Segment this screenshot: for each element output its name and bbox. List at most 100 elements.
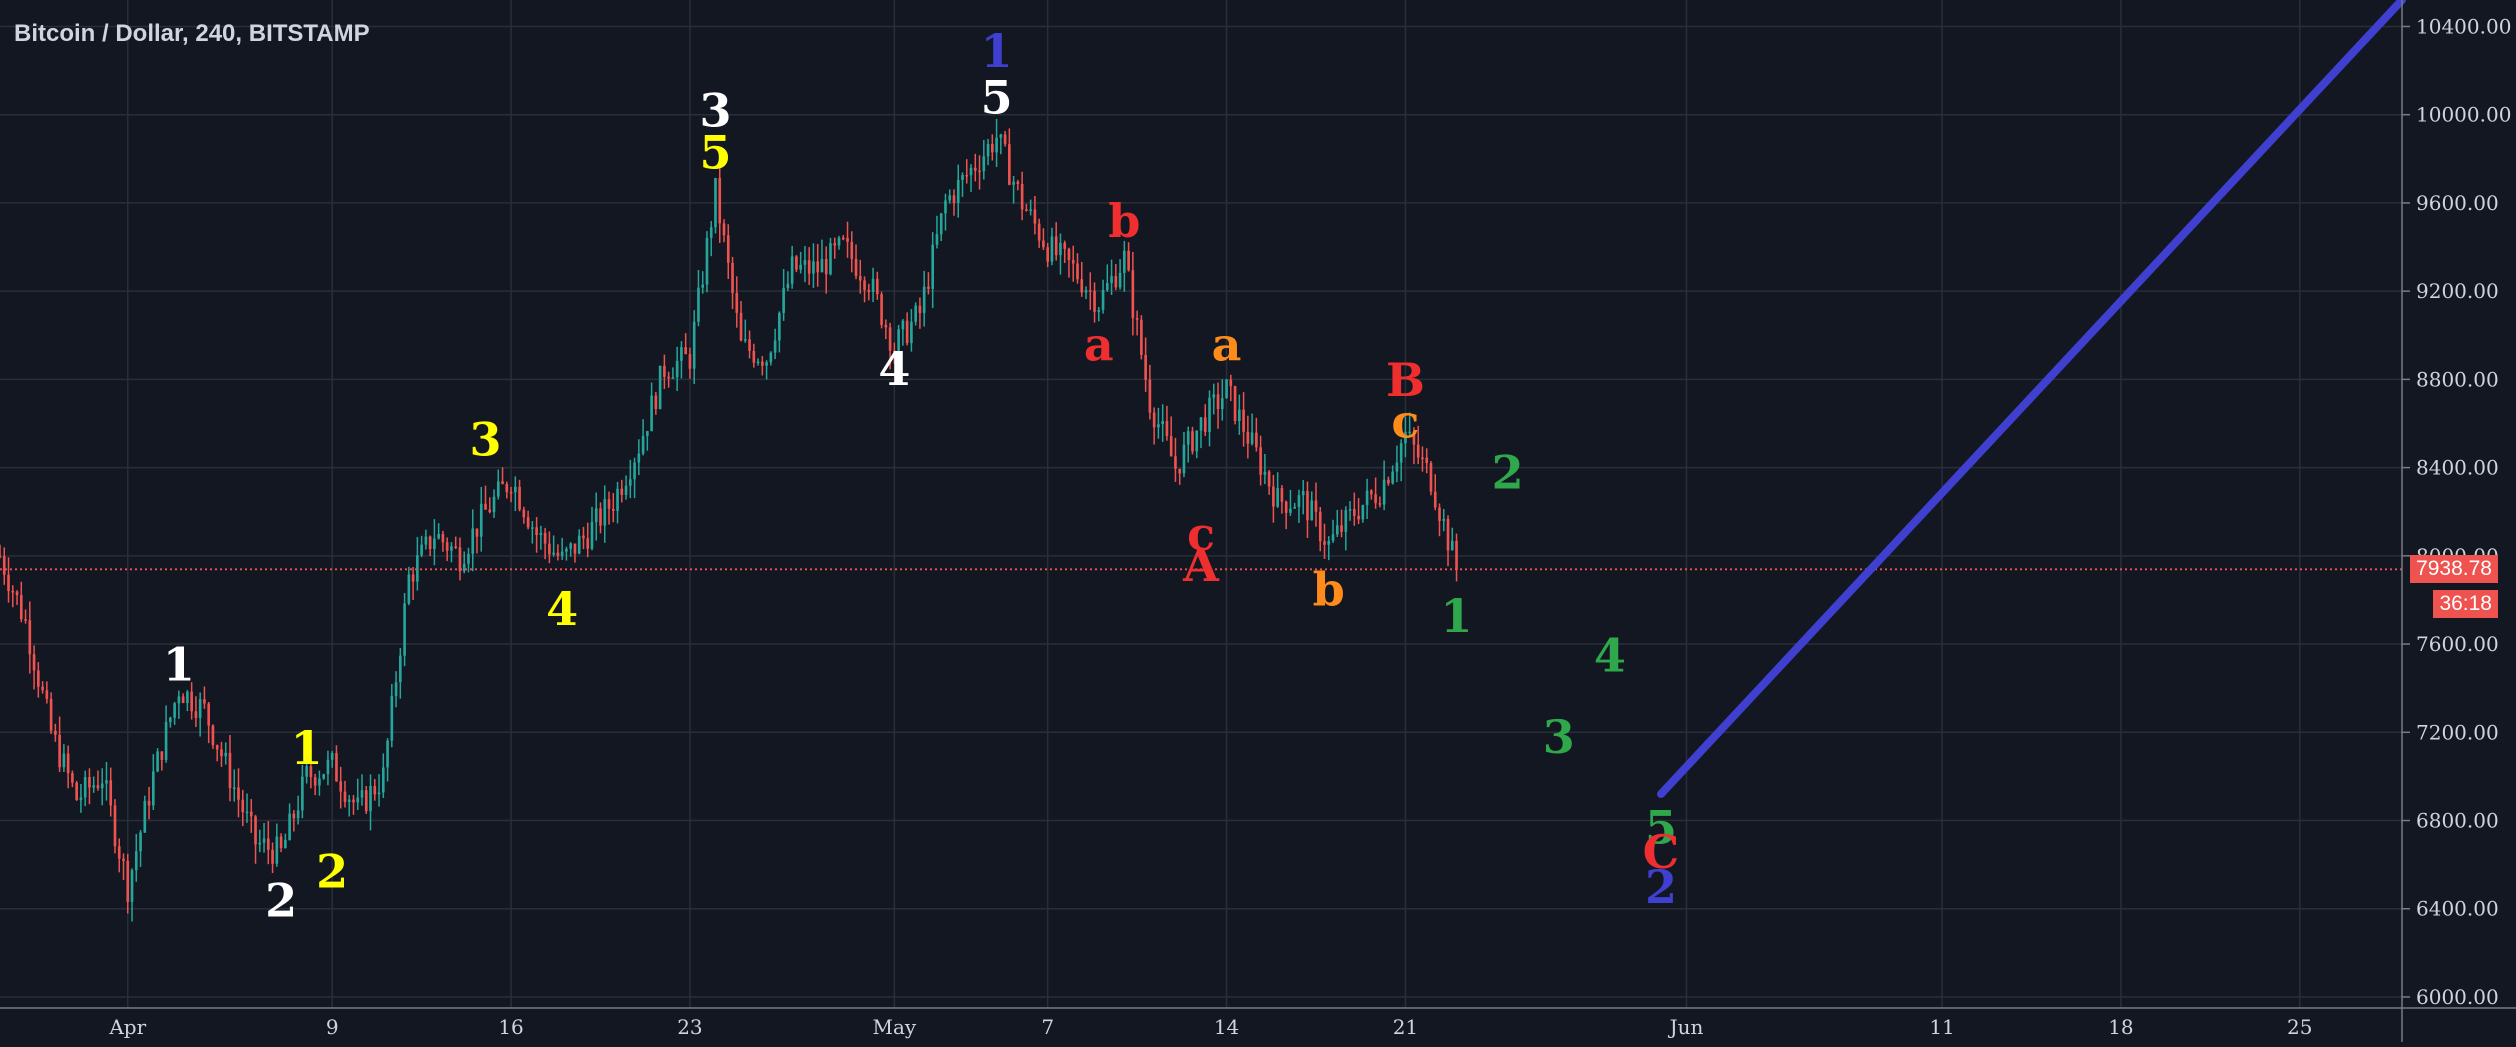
y-axis-tick-label: 6400.00 [2416,897,2499,921]
candle-body [1216,394,1220,410]
candle-body [1246,431,1250,444]
candle-body [1276,488,1279,507]
candle-body [296,810,300,819]
candle-body [611,508,615,511]
candle-body [1127,250,1130,271]
wave-label: a [1084,317,1114,371]
candle-body [1012,181,1015,185]
candle-body [326,759,330,775]
candle-body [462,563,466,572]
candle-body [318,778,321,786]
y-axis-tick-label: 6800.00 [2416,809,2499,833]
candle-body [1442,518,1446,521]
candle-body [786,283,790,288]
candle-body [330,753,334,760]
candle-body [1063,242,1067,249]
candle-body [0,555,2,558]
candle-body [313,777,317,786]
candle-body [922,286,926,313]
candle-body [420,544,423,556]
x-axis-tick-label: May [873,1015,917,1039]
candle-body [1050,236,1054,262]
candle-body [569,543,573,549]
candle-body [603,499,607,526]
x-axis-tick-label: 21 [1393,1015,1418,1039]
candle-body [910,321,913,344]
candle-body [126,860,130,902]
wave-label: 3 [470,412,502,466]
candle-body [377,792,381,795]
candle-body [1340,525,1343,532]
candle-body [1416,444,1420,458]
candle-body [381,767,385,793]
candle-body [897,329,900,351]
candle-body [918,305,922,313]
x-axis-tick-label: Jun [1668,1015,1704,1039]
candle-body [1208,397,1211,432]
candle-body [722,223,726,236]
candle-body [1165,421,1169,437]
chart-title: Bitcoin / Dollar, 240, BITSTAMP [14,20,370,47]
candle-body [671,377,675,379]
x-axis-tick-label: Apr [108,1015,146,1039]
candle-body [833,243,837,246]
candle-body [1220,398,1224,410]
candle-body [79,797,83,800]
candle-body [531,527,534,529]
x-axis-tick-label: 16 [498,1015,523,1039]
candle-body [837,237,841,246]
candle-body [1344,510,1348,532]
candle-body [262,838,266,843]
last-price-label: 7938.78 [2410,555,2498,584]
candle-body [394,682,398,696]
candle-body [637,453,641,463]
wave-label: 3 [699,84,731,138]
wave-label: c [1391,395,1419,449]
candle-body [1123,250,1126,273]
candle-body [1289,508,1292,513]
candle-body [935,234,939,245]
candle-body [301,776,304,811]
candle-body [173,703,176,718]
candle-body [475,528,479,537]
candle-body [594,508,598,523]
candle-body [620,488,624,495]
candle-body [1391,471,1394,484]
candle-body [888,327,892,351]
wave-label: b [1108,194,1140,248]
candle-body [369,786,372,812]
candle-body [245,811,249,814]
candle-body [143,800,147,833]
candle-body [1140,319,1143,355]
candle-body [220,749,223,757]
candle-body [761,361,764,366]
candle-body [1301,491,1305,496]
candle-body [1033,209,1037,224]
candle-body [228,752,232,789]
candle-body [1348,509,1352,511]
candle-body [884,324,888,328]
candle-body [1174,456,1177,469]
candle-body [1020,183,1024,210]
candle-body [164,722,168,760]
candle-body [1144,354,1147,380]
candle-body [1361,504,1365,520]
candle-body [1280,488,1284,502]
candle-body [1412,431,1416,445]
candle-body [590,522,594,549]
candle-body [735,292,739,313]
candle-body [850,241,854,259]
candle-body [1080,279,1084,293]
candle-body [1318,511,1322,542]
candle-body [893,350,896,353]
candle-body [995,137,998,153]
candle-body [535,527,538,536]
candle-body [948,195,952,201]
candle-body [829,243,832,275]
candle-body [88,777,91,788]
candle-body [539,532,543,536]
y-axis-tick-label: 9600.00 [2416,191,2499,215]
candle-body [1370,490,1373,495]
y-axis-tick-label: 7200.00 [2416,720,2499,744]
